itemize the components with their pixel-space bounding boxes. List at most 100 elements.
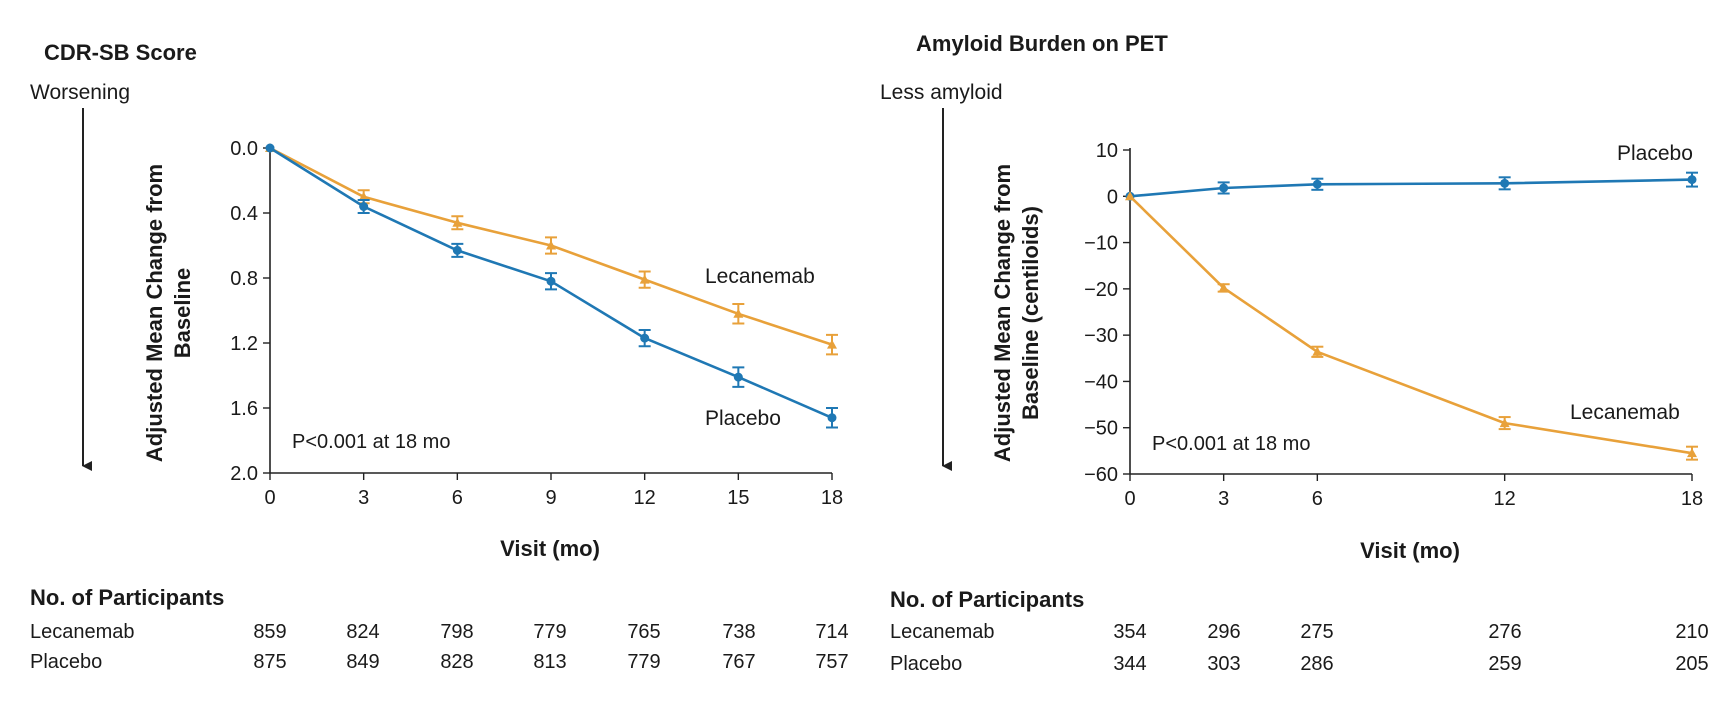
series-label: Lecanemab — [1570, 401, 1680, 424]
y-tick-label: −40 — [1084, 371, 1118, 393]
plot-area: 0.0 0.4 0.8 1.2 1.6 2.0 0 3 6 9 12 15 18 Lecanemab Pla… — [230, 138, 843, 509]
data-point — [1687, 175, 1697, 185]
x-tick-label: 18 — [821, 487, 843, 509]
x-tick-label: 9 — [545, 487, 556, 509]
data-point — [733, 372, 743, 382]
participants-count: 828 — [440, 651, 473, 673]
participants-count: 738 — [722, 621, 755, 643]
y-tick-label: 0.4 — [230, 203, 258, 225]
x-tick-label: 12 — [1494, 488, 1516, 510]
panel-title: Amyloid Burden on PET — [916, 31, 1168, 56]
participants-header: No. of Participants — [30, 585, 224, 610]
plot-area: 10 0 −10 −20 −30 −40 −50 −60 0 3 6 12 18 Placebo Lecan… — [1084, 140, 1703, 510]
participants-count: 859 — [253, 621, 286, 643]
series-line-placebo — [1129, 178, 1693, 198]
participants-count: 205 — [1675, 653, 1708, 675]
participants-row-label: Placebo — [30, 651, 102, 673]
participants-count: 798 — [440, 621, 473, 643]
y-tick-label: −60 — [1084, 464, 1118, 486]
x-tick-label: 12 — [634, 487, 656, 509]
y-tick-label: 0.0 — [230, 138, 258, 160]
participants-count: 210 — [1675, 621, 1708, 643]
y-tick-label: 1.6 — [230, 398, 258, 420]
participants-count: 757 — [815, 651, 848, 673]
y-axis-label-line1: Adjusted Mean Change from — [142, 164, 167, 462]
participants-count: 714 — [815, 621, 848, 643]
x-tick-label: 18 — [1681, 488, 1703, 510]
participants-row-label: Lecanemab — [30, 621, 135, 643]
y-tick-label: 0.8 — [230, 268, 258, 290]
data-point — [1125, 191, 1135, 201]
data-point — [1219, 183, 1229, 193]
x-tick-label: 3 — [1218, 488, 1229, 510]
participants-count: 276 — [1488, 621, 1521, 643]
participants-count: 286 — [1300, 653, 1333, 675]
participants-count: 354 — [1113, 621, 1146, 643]
y-tick-label: −30 — [1084, 325, 1118, 347]
data-point — [1499, 418, 1510, 428]
x-tick-label: 0 — [264, 487, 275, 509]
participants-count: 765 — [627, 621, 660, 643]
data-point — [546, 276, 556, 286]
data-point — [452, 217, 463, 227]
panel-title: CDR-SB Score — [44, 40, 197, 65]
p-value-label: P<0.001 at 18 mo — [1152, 433, 1310, 455]
data-point — [1312, 346, 1323, 356]
x-axis-label: Visit (mo) — [500, 536, 600, 561]
x-tick-label: 6 — [452, 487, 463, 509]
data-point — [1218, 282, 1229, 292]
x-tick-label: 3 — [358, 487, 369, 509]
participants-row-label: Placebo — [890, 653, 962, 675]
data-point — [827, 339, 837, 349]
y-tick-label: 1.2 — [230, 333, 258, 355]
series-label: Lecanemab — [705, 265, 815, 288]
y-axis-label-line2: Baseline — [170, 268, 195, 359]
data-point — [733, 308, 744, 318]
direction-label: Worsening — [30, 81, 130, 104]
panel-amyloid-pet: Amyloid Burden on PET Less amyloid Adjus… — [880, 31, 1709, 675]
y-axis-label-line1: Adjusted Mean Change from — [990, 164, 1015, 462]
p-value-label: P<0.001 at 18 mo — [292, 431, 450, 453]
participants-count: 296 — [1207, 621, 1240, 643]
y-axis-label-line2: Baseline (centiloids) — [1018, 206, 1043, 420]
data-point — [359, 202, 369, 211]
participants-count: 779 — [533, 621, 566, 643]
y-tick-label: −50 — [1084, 418, 1118, 440]
participants-count: 875 — [253, 651, 286, 673]
x-tick-label: 15 — [727, 487, 749, 509]
data-point — [1500, 178, 1510, 188]
participants-count: 344 — [1113, 653, 1146, 675]
data-point — [827, 413, 837, 423]
data-point — [452, 245, 462, 255]
series-label: Placebo — [705, 407, 781, 430]
data-point — [639, 274, 650, 284]
data-point — [1687, 448, 1697, 458]
y-tick-label: −10 — [1084, 233, 1118, 255]
data-point — [265, 143, 275, 153]
x-axis-label: Visit (mo) — [1360, 538, 1460, 563]
participants-count: 779 — [627, 651, 660, 673]
x-tick-label: 6 — [1312, 488, 1323, 510]
participants-count: 259 — [1488, 653, 1521, 675]
participants-count: 767 — [722, 651, 755, 673]
participants-row-label: Lecanemab — [890, 621, 995, 643]
y-tick-label: 10 — [1096, 140, 1118, 162]
participants-count: 275 — [1300, 621, 1333, 643]
series-label: Placebo — [1617, 142, 1693, 165]
y-tick-label: 0 — [1107, 186, 1118, 208]
participants-table: Lecanemab 354 296 275 276 210 Placebo 344 303 286… — [890, 621, 1709, 675]
participants-count: 849 — [346, 651, 379, 673]
y-tick-label: 2.0 — [230, 463, 258, 485]
panel-cdr-sb: CDR-SB Score Worsening Adjusted Mean Cha… — [30, 40, 849, 673]
x-tick-label: 0 — [1124, 488, 1135, 510]
direction-label: Less amyloid — [880, 81, 1003, 104]
y-tick-label: −20 — [1084, 279, 1118, 301]
data-point — [1312, 179, 1322, 189]
participants-count: 813 — [533, 651, 566, 673]
data-point — [546, 240, 556, 250]
data-point — [640, 333, 650, 343]
participants-table: Lecanemab 859 824 798 779 765 738 714 Placebo 875… — [30, 621, 849, 673]
participants-header: No. of Participants — [890, 587, 1084, 612]
participants-count: 824 — [346, 621, 379, 643]
